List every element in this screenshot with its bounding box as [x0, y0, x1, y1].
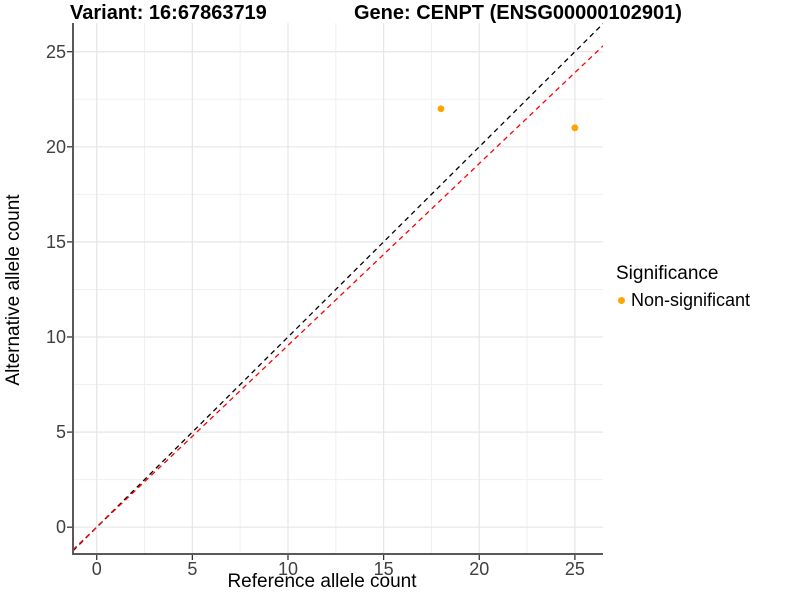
x-tick-label: 5 — [187, 559, 198, 579]
data-points — [437, 105, 579, 132]
y-tick-label: 5 — [55, 422, 66, 443]
x-tick-label: 0 — [91, 559, 102, 579]
y-axis-label: Alternative allele count — [3, 194, 24, 386]
y-tick-label: 10 — [45, 326, 66, 347]
legend-item-non-significant: Non-significant — [616, 290, 750, 310]
x-tick-label: 15 — [373, 559, 394, 579]
variant-title: Variant: 16:67863719 — [70, 2, 267, 24]
y-tick-label: 0 — [55, 517, 66, 538]
y-tick-label: 25 — [45, 41, 66, 62]
data-point — [437, 105, 445, 113]
y-tick-label: 20 — [45, 136, 66, 157]
gene-title: Gene: CENPT (ENSG00000102901) — [354, 2, 682, 24]
y-tick-label: 15 — [45, 231, 66, 252]
gridlines — [73, 23, 603, 554]
x-tick-label: 25 — [564, 559, 585, 579]
expected-ratio-dashed-line — [73, 45, 603, 551]
legend-point-icon — [618, 296, 625, 304]
legend-title: Significance — [616, 263, 719, 284]
x-tick-label: 10 — [277, 559, 298, 579]
identity-dashed-line — [73, 23, 603, 552]
legend: Significance Non-significant — [616, 263, 750, 310]
x-tick-label: 20 — [469, 559, 490, 579]
legend-item-label: Non-significant — [631, 290, 751, 310]
reference-lines — [73, 23, 603, 552]
x-axis-label: Reference allele count — [227, 571, 417, 592]
data-point — [571, 124, 579, 132]
